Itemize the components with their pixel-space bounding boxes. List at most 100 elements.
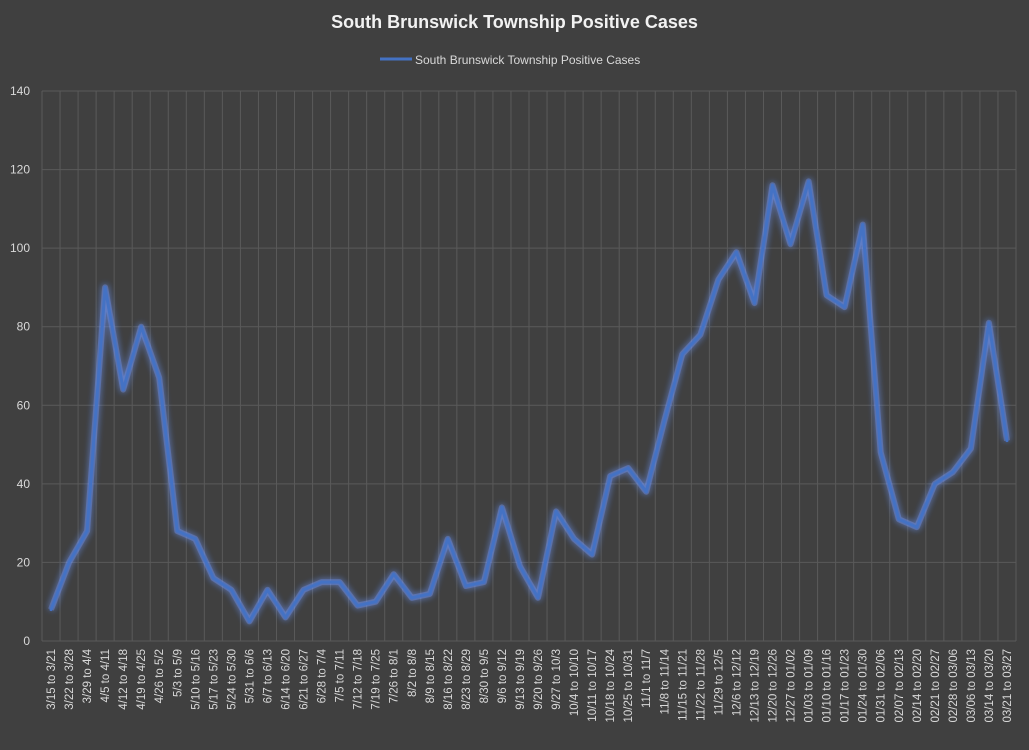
x-tick-label: 7/19 to 7/25: [371, 649, 383, 710]
data-point: [338, 580, 342, 584]
chart-title: South Brunswick Township Positive Cases: [331, 12, 698, 32]
x-tick-label: 5/10 to 5/16: [190, 649, 202, 710]
x-tick-label: 12/27 to 01/02: [786, 649, 798, 723]
x-tick-label: 12/20 to 12/26: [768, 649, 780, 723]
data-point: [518, 564, 522, 568]
x-tick-label: 01/24 to 01/30: [858, 649, 870, 723]
y-tick-label: 60: [17, 398, 31, 412]
x-tick-label: 4/26 to 5/2: [154, 649, 166, 703]
x-tick-label: 11/29 to 12/5: [713, 649, 725, 715]
data-point: [356, 604, 360, 608]
x-tick-label: 01/31 to 02/06: [876, 649, 888, 723]
x-tick-label: 3/15 to 3/21: [46, 649, 58, 710]
x-tick-label: 11/1 to 11/7: [641, 649, 653, 708]
x-tick-label: 11/22 to 11/28: [695, 649, 707, 721]
data-point: [229, 588, 233, 592]
x-tick-label: 8/2 to 8/8: [407, 649, 419, 697]
x-tick-label: 4/12 to 4/18: [118, 649, 130, 710]
x-tick-label: 3/29 to 4/4: [82, 648, 94, 703]
data-point: [284, 615, 287, 619]
data-point: [464, 584, 468, 588]
data-point: [103, 285, 107, 289]
data-point: [410, 596, 414, 600]
y-tick-label: 120: [10, 163, 30, 177]
x-tick-label: 11/8 to 11/14: [659, 648, 671, 714]
data-point: [698, 333, 702, 337]
data-point: [320, 580, 324, 584]
x-tick-label: 10/11 to 10/17: [587, 649, 599, 722]
x-tick-label: 7/26 to 8/1: [389, 649, 401, 703]
grid-lines: [41, 90, 1017, 642]
y-tick-label: 100: [10, 241, 30, 255]
x-tick-label: 6/7 to 6/13: [262, 649, 274, 703]
data-point: [1005, 439, 1009, 443]
data-point: [302, 588, 306, 592]
data-point: [825, 293, 829, 297]
x-tick-label: 02/14 to 02/20: [912, 649, 924, 723]
data-point: [500, 505, 504, 509]
data-point: [843, 305, 847, 309]
data-point: [734, 250, 738, 254]
data-point: [247, 619, 251, 623]
x-tick-label: 8/9 to 8/15: [425, 649, 437, 703]
legend: South Brunswick Township Positive Cases: [380, 53, 640, 67]
data-point: [680, 352, 684, 356]
x-tick-label: 4/5 to 4/11: [100, 649, 112, 703]
data-point: [771, 183, 774, 187]
data-point: [951, 470, 955, 474]
data-point: [987, 321, 991, 325]
x-tick-label: 6/21 to 6/27: [299, 649, 311, 710]
data-point: [789, 242, 793, 246]
data-point: [662, 419, 666, 423]
data-point: [211, 576, 215, 580]
data-point: [969, 447, 973, 450]
x-tick-label: 02/21 to 02/27: [930, 649, 942, 723]
x-tick-label: 9/27 to 10/3: [551, 649, 563, 710]
y-tick-label: 80: [17, 320, 31, 334]
data-point: [572, 537, 576, 541]
x-tick-label: 5/31 to 6/6: [244, 649, 256, 703]
data-point: [626, 466, 630, 470]
x-tick-label: 8/30 to 9/5: [479, 649, 491, 703]
x-tick-label: 03/06 to 03/13: [966, 649, 978, 723]
data-point: [861, 223, 865, 227]
x-tick-label: 01/10 to 01/16: [822, 649, 834, 723]
data-point: [446, 537, 450, 541]
data-point: [933, 482, 937, 486]
data-point: [716, 278, 720, 282]
x-tick-label: 10/4 to 10/10: [569, 649, 581, 716]
y-axis-ticks: 0 20 40 60 80 100 120 140: [10, 84, 30, 648]
y-tick-label: 20: [17, 555, 31, 569]
x-tick-label: 4/19 to 4/25: [136, 649, 148, 710]
x-tick-label: 12/6 to 12/12: [731, 649, 743, 716]
x-tick-label: 5/17 to 5/23: [208, 649, 220, 710]
data-point: [608, 474, 612, 478]
x-tick-label: 01/03 to 01/09: [804, 649, 816, 723]
x-tick-label: 02/07 to 02/13: [894, 649, 906, 723]
data-point: [897, 517, 901, 521]
legend-series-label: South Brunswick Township Positive Cases: [415, 53, 640, 67]
x-tick-label: 8/23 to 8/29: [461, 649, 473, 710]
data-point: [49, 608, 53, 612]
data-point: [879, 450, 883, 454]
data-point: [139, 325, 143, 329]
x-tick-label: 5/3 to 5/9: [172, 649, 184, 697]
data-point: [752, 301, 756, 305]
x-tick-label: 5/24 to 5/30: [226, 649, 238, 710]
data-point: [536, 596, 540, 600]
x-tick-label: 9/6 to 9/12: [497, 649, 509, 703]
data-point: [392, 572, 396, 576]
x-tick-label: 12/13 to 12/19: [749, 649, 761, 723]
x-tick-label: 8/16 to 8/22: [443, 649, 455, 710]
x-tick-label: 11/15 to 11/21: [677, 649, 689, 721]
data-point: [193, 537, 197, 541]
data-point: [175, 529, 179, 533]
x-tick-label: 9/20 to 9/26: [533, 649, 545, 710]
data-point: [915, 525, 919, 529]
x-tick-label: 7/5 to 7/11: [335, 649, 347, 703]
data-point: [807, 179, 811, 183]
y-tick-label: 40: [17, 477, 31, 491]
x-tick-label: 01/17 to 01/23: [840, 649, 852, 723]
